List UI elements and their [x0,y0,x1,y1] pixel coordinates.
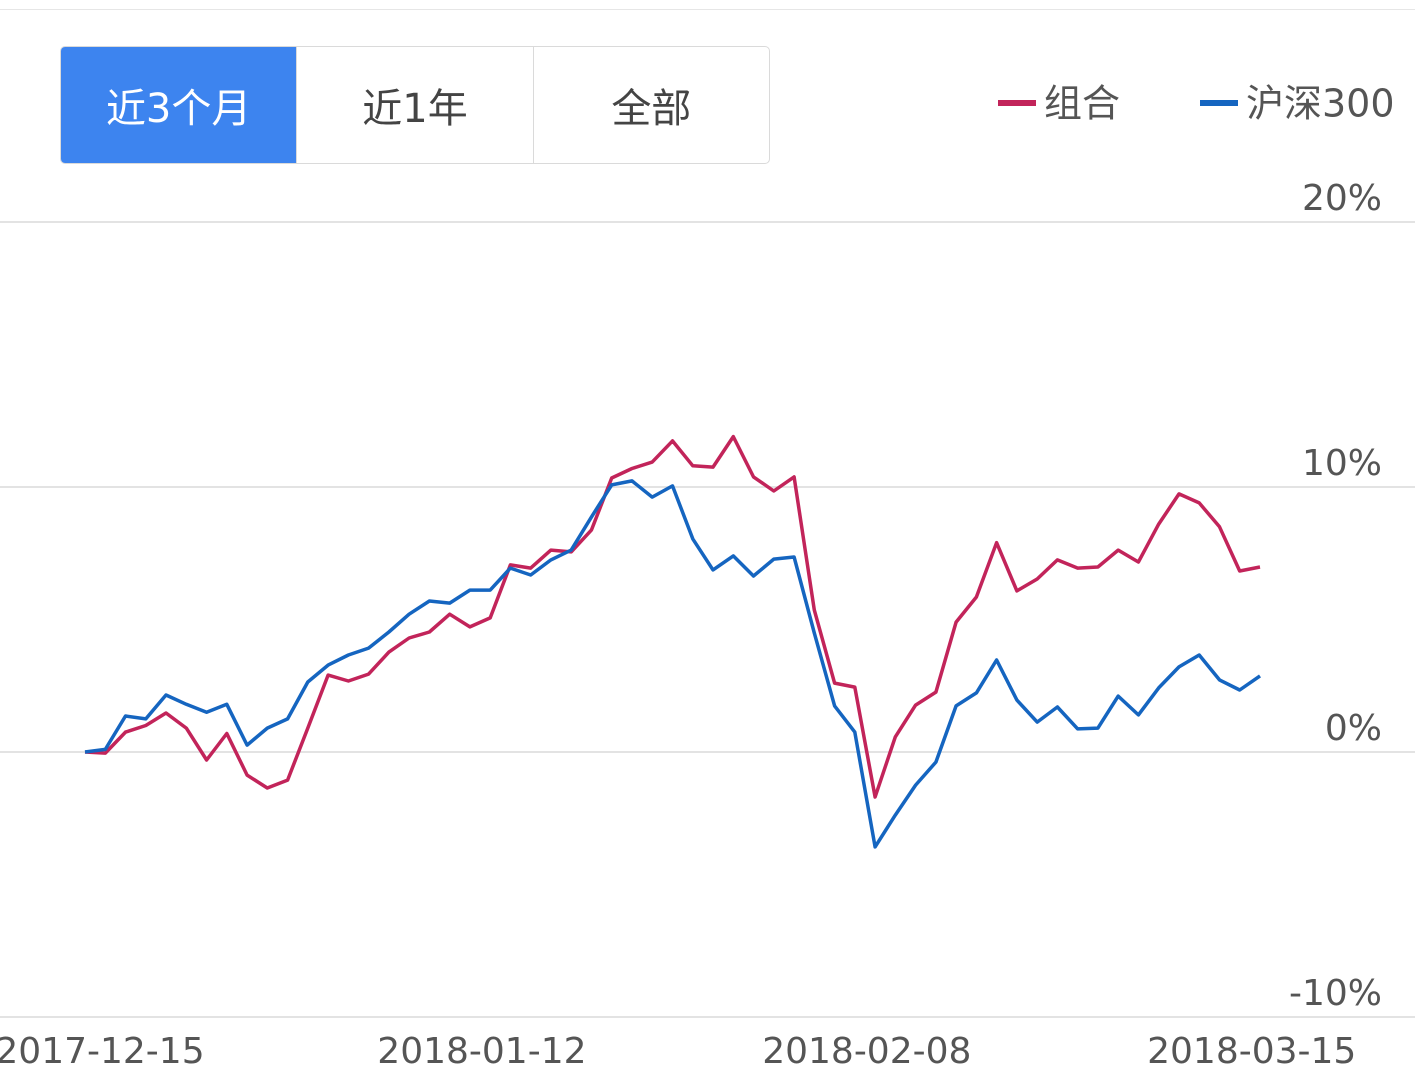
legend-label: 沪深300 [1246,82,1395,126]
x-tick-label: 2018-02-08 [762,1031,971,1072]
series-line [84,434,1261,799]
x-tick-label: 2018-03-15 [1147,1031,1356,1072]
legend-label: 组合 [1044,82,1120,126]
x-tick-label: 2017-12-15 [0,1031,205,1072]
y-tick-label: 20% [1302,178,1382,219]
y-tick-label: 10% [1302,443,1382,484]
tab[interactable]: 全部 [532,47,769,163]
y-tick-label: -10% [1289,973,1382,1014]
range-tabs: 近3个月 近1年 全部 [60,46,770,164]
series-line [84,479,1261,849]
x-tick-label: 2018-01-12 [377,1031,586,1072]
tab[interactable]: 近3个月 [61,47,297,163]
tab[interactable]: 近1年 [296,47,532,163]
divider [0,9,1415,10]
y-tick-label: 0% [1325,708,1382,749]
